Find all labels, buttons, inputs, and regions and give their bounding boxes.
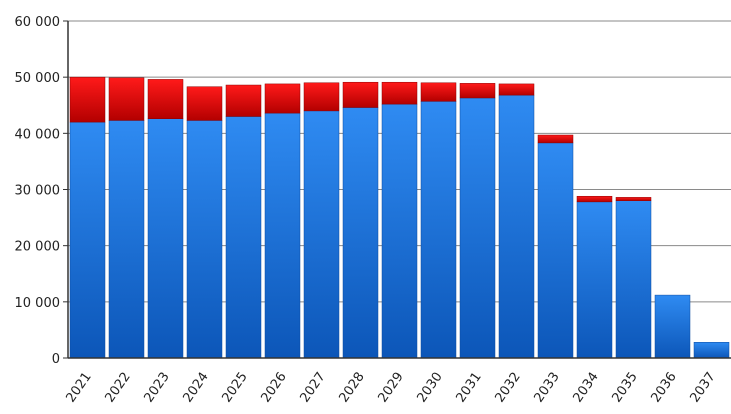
bar-segment-2022-1 <box>108 77 145 121</box>
x-tick-label: 2033 <box>532 370 563 406</box>
bar-segment-2029-0 <box>381 103 418 359</box>
bar-segment-2030-1 <box>420 82 457 102</box>
x-tick-label: 2026 <box>259 370 290 406</box>
bar-segment-2032-1 <box>498 83 535 96</box>
bar-segment-2023-1 <box>147 79 184 119</box>
bar-segment-2029-1 <box>381 81 418 105</box>
x-tick-label: 2023 <box>142 370 173 406</box>
bars <box>69 76 730 359</box>
bar-segment-2026-0 <box>264 112 301 359</box>
x-tick-label: 2025 <box>220 370 251 406</box>
bar-segment-2031-1 <box>459 83 496 99</box>
x-tick-label: 2027 <box>298 370 329 406</box>
bar-segment-2032-0 <box>498 94 535 359</box>
y-tick-label: 60 000 <box>15 15 61 30</box>
x-tick-label: 2032 <box>493 370 524 406</box>
x-tick-label: 2029 <box>376 370 407 406</box>
y-tick-label: 50 000 <box>15 71 61 86</box>
bar-segment-2023-0 <box>147 118 184 359</box>
bar-segment-2031-0 <box>459 97 496 359</box>
y-tick-label: 30 000 <box>15 184 61 199</box>
bar-segment-2035-1 <box>615 197 652 201</box>
bar-segment-2037-0 <box>693 342 730 359</box>
axes <box>63 20 731 359</box>
x-tick-labels: 2021 2022 2023 2024 2025 2026 2027 2028 2029 2030… <box>64 370 719 406</box>
bar-segment-2021-1 <box>69 76 106 123</box>
y-tick-labels: 0 10 000 20 000 30 000 40 000 50 000 60 000 <box>15 15 61 367</box>
x-tick-label: 2035 <box>610 370 641 406</box>
bar-segment-2026-1 <box>264 83 301 114</box>
y-tick-label: 40 000 <box>15 127 61 142</box>
bar-segment-2024-1 <box>186 86 223 121</box>
bar-segment-2027-0 <box>303 110 340 359</box>
x-tick-label: 2021 <box>64 370 95 406</box>
bar-segment-2034-0 <box>576 201 613 359</box>
bar-segment-2036-0 <box>654 294 691 359</box>
bar-segment-2021-0 <box>69 121 106 359</box>
x-tick-label: 2028 <box>337 370 368 406</box>
y-tick-label: 0 <box>52 352 60 367</box>
bar-segment-2034-1 <box>576 195 613 203</box>
bar-segment-2027-1 <box>303 82 340 112</box>
bar-segment-2030-0 <box>420 101 457 359</box>
bar-segment-2025-1 <box>225 84 262 117</box>
bar-segment-2025-0 <box>225 116 262 359</box>
bar-segment-2022-0 <box>108 120 145 359</box>
x-tick-label: 2024 <box>181 370 212 406</box>
bar-segment-2028-1 <box>342 81 379 108</box>
bar-segment-2033-0 <box>537 142 574 359</box>
x-tick-label: 2036 <box>649 370 680 406</box>
x-tick-label: 2037 <box>688 370 719 406</box>
x-tick-label: 2022 <box>103 370 134 406</box>
bar-segment-2035-0 <box>615 200 652 359</box>
y-tick-label: 20 000 <box>15 240 61 255</box>
bar-segment-2024-0 <box>186 120 223 359</box>
x-tick-label: 2034 <box>571 370 602 406</box>
y-tick-label: 10 000 <box>15 296 61 311</box>
x-tick-label: 2030 <box>415 370 446 406</box>
bar-segment-2033-1 <box>537 134 574 144</box>
bar-segment-2028-0 <box>342 107 379 359</box>
x-tick-label: 2031 <box>454 370 485 406</box>
